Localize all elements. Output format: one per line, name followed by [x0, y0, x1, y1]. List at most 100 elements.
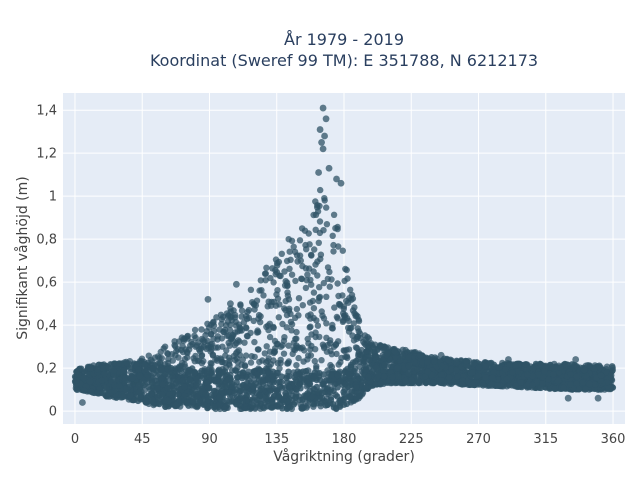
- data-point: [269, 265, 276, 272]
- data-point: [198, 367, 205, 374]
- data-point: [252, 380, 260, 387]
- data-point: [459, 381, 466, 388]
- data-point: [469, 369, 476, 376]
- data-point: [405, 370, 412, 377]
- data-point: [529, 365, 537, 372]
- data-point: [243, 383, 250, 390]
- data-point: [592, 381, 599, 388]
- data-point: [355, 392, 363, 400]
- data-point: [190, 397, 197, 405]
- data-point: [430, 379, 437, 386]
- data-point: [116, 382, 123, 389]
- data-point: [218, 388, 225, 395]
- data-point-outlier: [505, 356, 512, 363]
- data-point: [223, 397, 231, 405]
- data-point: [293, 305, 301, 313]
- x-tick-label: 90: [201, 432, 218, 447]
- data-point: [159, 381, 166, 388]
- data-point: [323, 293, 330, 300]
- data-point: [229, 331, 236, 339]
- data-point: [324, 275, 331, 283]
- data-point: [198, 326, 205, 333]
- data-point: [262, 270, 269, 277]
- data-point: [198, 360, 206, 367]
- data-point: [314, 208, 322, 215]
- data-point: [517, 379, 524, 386]
- data-point: [298, 405, 305, 412]
- data-point: [416, 352, 424, 359]
- data-point: [323, 221, 331, 228]
- data-point: [119, 393, 127, 401]
- data-point: [120, 367, 128, 374]
- data-point: [283, 324, 290, 331]
- data-point: [438, 376, 445, 383]
- data-point-outlier: [437, 351, 445, 359]
- data-point: [191, 369, 198, 377]
- data-point: [321, 197, 328, 204]
- data-point: [274, 262, 281, 269]
- data-point: [293, 386, 300, 393]
- data-point: [560, 384, 567, 392]
- data-point: [550, 371, 557, 378]
- data-point-outlier: [319, 104, 327, 112]
- data-point-outlier: [227, 300, 234, 308]
- data-point: [235, 337, 242, 344]
- y-axis-label: Signifikant våghöjd (m): [14, 176, 31, 339]
- data-point: [191, 326, 199, 334]
- data-point: [263, 323, 270, 330]
- data-point: [177, 365, 184, 373]
- data-point: [317, 255, 324, 263]
- chart-title-line2: Koordinat (Sweref 99 TM): E 351788, N 62…: [150, 51, 538, 70]
- data-point-outlier: [564, 394, 572, 402]
- data-point: [347, 286, 354, 293]
- data-point: [512, 382, 519, 389]
- data-point: [554, 377, 562, 384]
- data-point: [194, 393, 201, 400]
- data-point: [159, 366, 166, 374]
- data-point: [202, 390, 209, 398]
- data-point: [225, 339, 232, 347]
- data-point: [529, 372, 536, 380]
- data-point: [312, 261, 319, 268]
- data-point: [267, 274, 274, 282]
- data-point: [549, 364, 556, 371]
- y-tick-label: 1: [49, 190, 57, 205]
- data-point: [285, 358, 292, 365]
- data-point: [315, 294, 323, 301]
- data-point: [262, 277, 269, 284]
- data-point-outlier: [325, 164, 333, 172]
- data-point: [285, 342, 292, 349]
- data-point: [582, 385, 589, 392]
- data-point: [539, 380, 546, 387]
- data-point: [223, 376, 231, 383]
- data-point: [280, 398, 288, 405]
- data-point: [268, 404, 276, 411]
- data-point: [238, 307, 246, 314]
- data-point: [298, 275, 306, 283]
- data-points: [71, 104, 617, 413]
- data-point: [129, 374, 136, 382]
- data-point: [482, 363, 489, 370]
- data-point: [273, 387, 281, 395]
- data-point: [609, 367, 616, 374]
- data-point: [144, 372, 151, 379]
- data-point: [171, 385, 178, 392]
- data-point: [387, 369, 395, 376]
- data-point: [175, 354, 182, 361]
- data-point: [469, 381, 476, 388]
- data-point: [110, 367, 118, 374]
- data-point: [127, 392, 134, 399]
- data-point: [179, 377, 186, 384]
- y-tick-label: 1,4: [36, 104, 57, 119]
- data-point: [310, 289, 318, 296]
- data-point: [282, 384, 289, 391]
- x-tick-label: 360: [601, 432, 626, 447]
- data-point: [267, 387, 274, 394]
- data-point: [308, 393, 316, 401]
- data-point: [269, 373, 276, 380]
- data-point: [81, 387, 88, 394]
- data-point: [210, 327, 218, 335]
- data-point: [307, 276, 314, 284]
- data-point: [339, 247, 346, 254]
- data-point-outlier: [315, 169, 322, 176]
